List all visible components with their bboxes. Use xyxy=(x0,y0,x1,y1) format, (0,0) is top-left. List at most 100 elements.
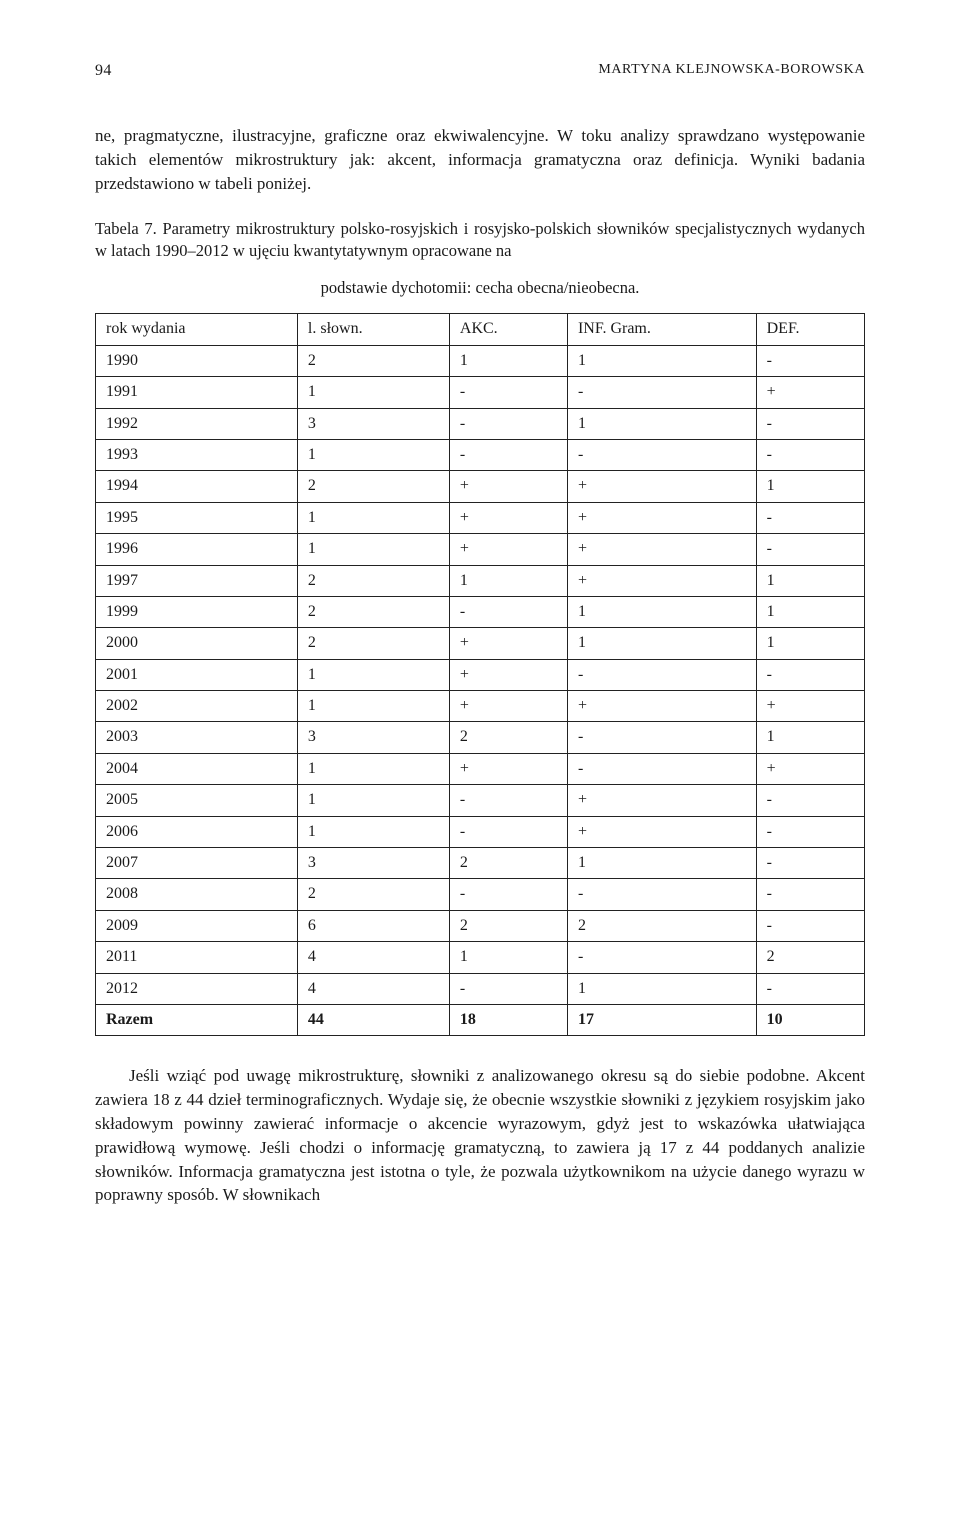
table-cell: + xyxy=(449,534,567,565)
table-cell: 2 xyxy=(567,910,756,941)
table-cell: 44 xyxy=(297,1005,449,1036)
table-row: 199721+1 xyxy=(96,565,865,596)
table-cell: + xyxy=(449,471,567,502)
col-header: l. słown. xyxy=(297,314,449,345)
table-cell: 1 xyxy=(449,345,567,376)
table-cell: 1 xyxy=(567,628,756,659)
table-cell: 2007 xyxy=(96,848,298,879)
table-cell: 2 xyxy=(297,879,449,910)
table-row: 20021+++ xyxy=(96,691,865,722)
table-cell: + xyxy=(449,659,567,690)
table-cell: + xyxy=(567,502,756,533)
table-cell: 1990 xyxy=(96,345,298,376)
table-cell: - xyxy=(567,753,756,784)
table-row: 19942++1 xyxy=(96,471,865,502)
table-cell: 2 xyxy=(449,722,567,753)
table-cell: - xyxy=(756,848,864,879)
paragraph-intro: ne, pragmatyczne, ilustracyjne, graficzn… xyxy=(95,124,865,195)
table-cell: 4 xyxy=(297,973,449,1004)
table-cell: 3 xyxy=(297,722,449,753)
table-cell: 1 xyxy=(297,439,449,470)
table-cell: - xyxy=(449,377,567,408)
table-caption-line1: Tabela 7. Parametry mikrostruktury polsk… xyxy=(95,218,865,263)
table-cell: 2 xyxy=(756,942,864,973)
table-cell: 1 xyxy=(756,565,864,596)
paragraph-conclusion: Jeśli wziąć pod uwagę mikrostrukturę, sł… xyxy=(95,1064,865,1207)
table-caption-line2: podstawie dychotomii: cecha obecna/nieob… xyxy=(95,276,865,299)
table-cell: 1996 xyxy=(96,534,298,565)
table-cell: - xyxy=(756,879,864,910)
table-cell: 1995 xyxy=(96,502,298,533)
table-cell: - xyxy=(756,659,864,690)
table-cell: + xyxy=(756,691,864,722)
table-cell: - xyxy=(449,408,567,439)
table-cell: 2001 xyxy=(96,659,298,690)
table-row: 19923-1- xyxy=(96,408,865,439)
table-cell: - xyxy=(567,377,756,408)
table-cell: 1 xyxy=(567,345,756,376)
page-number: 94 xyxy=(95,60,112,82)
table-cell: + xyxy=(449,502,567,533)
table-cell: 2012 xyxy=(96,973,298,1004)
table-row: 2009622- xyxy=(96,910,865,941)
table-cell: 1997 xyxy=(96,565,298,596)
table-cell: 1999 xyxy=(96,596,298,627)
table-cell: + xyxy=(567,565,756,596)
table-cell: - xyxy=(567,722,756,753)
data-table: rok wydania l. słown. AKC. INF. Gram. DE… xyxy=(95,313,865,1036)
table-cell: Razem xyxy=(96,1005,298,1036)
table-cell: - xyxy=(567,879,756,910)
table-cell: 1 xyxy=(297,659,449,690)
table-cell: 3 xyxy=(297,848,449,879)
table-cell: - xyxy=(756,534,864,565)
table-cell: + xyxy=(756,753,864,784)
table-cell: + xyxy=(567,534,756,565)
table-cell: 2 xyxy=(297,596,449,627)
table-cell: + xyxy=(449,753,567,784)
table-cell: 2002 xyxy=(96,691,298,722)
author-name: MARTYNA KLEJNOWSKA-BOROWSKA xyxy=(598,60,865,82)
table-cell: 2 xyxy=(449,910,567,941)
col-header: AKC. xyxy=(449,314,567,345)
table-cell: - xyxy=(756,910,864,941)
table-cell: 1 xyxy=(297,534,449,565)
table-cell: - xyxy=(449,816,567,847)
table-cell: 1 xyxy=(567,848,756,879)
table-cell: - xyxy=(756,502,864,533)
table-row: 200332-1 xyxy=(96,722,865,753)
table-cell: + xyxy=(449,691,567,722)
table-cell: 1 xyxy=(567,408,756,439)
table-cell: 1 xyxy=(297,785,449,816)
table-total-row: Razem44181710 xyxy=(96,1005,865,1036)
table-cell: + xyxy=(567,691,756,722)
table-row: 20061-+- xyxy=(96,816,865,847)
table-row: 19992-11 xyxy=(96,596,865,627)
table-cell: 2 xyxy=(297,471,449,502)
table-cell: 2000 xyxy=(96,628,298,659)
table-cell: + xyxy=(449,628,567,659)
table-cell: - xyxy=(449,879,567,910)
table-cell: + xyxy=(567,471,756,502)
table-cell: 18 xyxy=(449,1005,567,1036)
table-cell: 4 xyxy=(297,942,449,973)
table-cell: - xyxy=(567,942,756,973)
table-cell: 1 xyxy=(297,753,449,784)
table-cell: 2005 xyxy=(96,785,298,816)
table-cell: - xyxy=(449,785,567,816)
table-row: 20082--- xyxy=(96,879,865,910)
table-cell: 1 xyxy=(756,722,864,753)
table-cell: 1994 xyxy=(96,471,298,502)
table-cell: - xyxy=(567,659,756,690)
table-row: 20124-1- xyxy=(96,973,865,1004)
table-cell: 1 xyxy=(756,628,864,659)
table-cell: - xyxy=(756,439,864,470)
table-cell: 1 xyxy=(449,942,567,973)
table-cell: - xyxy=(449,439,567,470)
table-cell: 1 xyxy=(297,691,449,722)
table-row: 19911--+ xyxy=(96,377,865,408)
col-header: INF. Gram. xyxy=(567,314,756,345)
table-cell: - xyxy=(756,816,864,847)
table-cell: + xyxy=(567,816,756,847)
table-cell: 2 xyxy=(297,345,449,376)
table-cell: 3 xyxy=(297,408,449,439)
